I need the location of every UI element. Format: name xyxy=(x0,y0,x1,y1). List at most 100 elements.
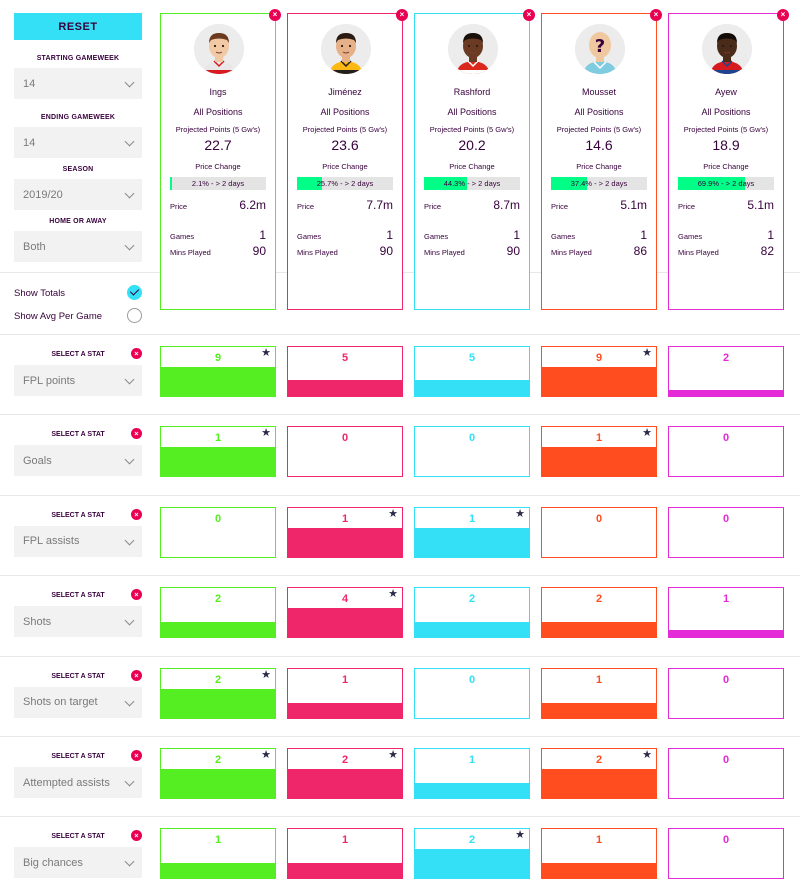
stat-bar xyxy=(542,863,656,879)
show-avg-label: Show Avg Per Game xyxy=(14,310,103,322)
mins-played-value: 90 xyxy=(506,244,520,258)
stat-box: 0 xyxy=(668,748,784,799)
home-or-away-label: HOME OR AWAY xyxy=(49,218,107,225)
stat-select-value: Goals xyxy=(23,454,52,467)
stat-select[interactable]: Shots xyxy=(14,606,142,638)
stat-box: 0 xyxy=(414,426,530,478)
stat-select[interactable]: Big chances xyxy=(14,847,142,879)
stat-value: 1 xyxy=(595,673,603,686)
player-position: All Positions xyxy=(320,107,370,117)
select-stat-label: SELECT A STAT xyxy=(51,753,105,760)
close-icon[interactable]: × xyxy=(396,9,408,21)
mins-played-value: 90 xyxy=(252,244,266,258)
show-totals-toggle[interactable]: Show Totals xyxy=(14,283,142,303)
stat-box: 1 ★ xyxy=(541,426,657,478)
chevron-down-icon xyxy=(124,776,135,787)
player-avatar xyxy=(321,24,371,74)
ending-gameweek-label: ENDING GAMEWEEK xyxy=(40,114,116,121)
stat-box: 5 xyxy=(414,346,530,397)
chevron-down-icon xyxy=(124,374,135,385)
reset-button[interactable]: RESET xyxy=(14,13,142,40)
price-change-label: Price Change xyxy=(195,162,241,171)
stat-value: 1 xyxy=(595,834,603,847)
mins-played-label: Mins Played xyxy=(551,248,592,257)
star-icon: ★ xyxy=(515,829,525,842)
close-icon[interactable]: × xyxy=(131,589,142,601)
stat-box: 1 xyxy=(541,667,657,719)
stat-value: 1 xyxy=(214,432,222,445)
stat-select[interactable]: Shots on target xyxy=(14,686,142,718)
stat-bar xyxy=(542,702,656,718)
stat-box: 1 xyxy=(287,667,403,719)
stat-select[interactable]: Attempted assists xyxy=(14,767,142,798)
close-icon[interactable]: × xyxy=(131,508,142,520)
close-icon[interactable]: × xyxy=(777,9,789,21)
select-stat-label: SELECT A STAT xyxy=(51,351,105,358)
player-position: All Positions xyxy=(193,107,243,117)
stat-bar xyxy=(161,447,275,477)
mins-played-value: 82 xyxy=(760,244,774,258)
stat-box: 0 xyxy=(668,828,784,880)
price-change-fill xyxy=(170,177,173,190)
stat-bar xyxy=(542,769,656,798)
svg-text:?: ? xyxy=(595,36,605,57)
games-label: Games xyxy=(424,232,449,241)
checkmark-icon[interactable] xyxy=(127,285,142,300)
stat-box: 5 xyxy=(287,346,403,397)
star-icon: ★ xyxy=(642,347,652,359)
home-or-away-select[interactable]: Both xyxy=(14,231,142,262)
stat-box: 2 xyxy=(541,587,657,639)
close-icon[interactable]: × xyxy=(269,9,281,21)
season-label: SEASON xyxy=(62,166,94,173)
price-change-label: Price Change xyxy=(576,162,622,171)
stat-box: 0 xyxy=(160,506,276,558)
chevron-down-icon xyxy=(124,240,135,251)
stat-select[interactable]: Goals xyxy=(14,445,142,477)
star-icon: ★ xyxy=(642,749,652,761)
stat-value: 0 xyxy=(722,834,730,847)
stat-value: 5 xyxy=(468,352,476,364)
close-icon[interactable]: × xyxy=(131,348,142,359)
stat-box: 1 xyxy=(541,828,657,880)
price-change-label: Price Change xyxy=(703,162,749,171)
season-value: 2019/20 xyxy=(23,188,63,201)
close-icon[interactable]: × xyxy=(131,830,142,842)
close-icon[interactable]: × xyxy=(131,428,142,440)
projected-points-value: 18.9 xyxy=(712,137,740,153)
radio-unchecked-icon[interactable] xyxy=(127,308,142,323)
mins-played-label: Mins Played xyxy=(424,248,465,257)
stat-select-value: Big chances xyxy=(23,856,83,869)
select-stat-label: SELECT A STAT xyxy=(51,672,105,680)
stat-value: 1 xyxy=(468,512,476,525)
starting-gameweek-select[interactable]: 14 xyxy=(14,68,142,99)
ending-gameweek-select[interactable]: 14 xyxy=(14,127,142,158)
price-change-value: 44.3% - > 2 days xyxy=(443,179,501,188)
close-icon[interactable]: × xyxy=(523,9,535,21)
season-select[interactable]: 2019/20 xyxy=(14,179,142,210)
projected-points-label: Projected Points (5 Gw's) xyxy=(683,125,769,134)
stat-value: 2 xyxy=(468,834,476,847)
stat-select[interactable]: FPL assists xyxy=(14,525,142,557)
chevron-down-icon xyxy=(124,188,135,199)
price-label: Price xyxy=(170,202,188,211)
mins-played-label: Mins Played xyxy=(170,248,211,257)
price-change-bar: 69.9% - > 2 days xyxy=(678,177,774,190)
close-icon[interactable]: × xyxy=(131,750,142,761)
stat-select[interactable]: FPL points xyxy=(14,365,142,396)
mins-played-value: 86 xyxy=(633,244,647,258)
price-change-label: Price Change xyxy=(449,162,495,171)
price-change-value: 2.1% - > 2 days xyxy=(191,179,245,188)
close-icon[interactable]: × xyxy=(131,669,142,681)
stat-box: 1 xyxy=(160,828,276,880)
stat-box: 9 ★ xyxy=(160,346,276,397)
starting-gameweek-value: 14 xyxy=(23,77,36,90)
stat-select-value: FPL assists xyxy=(23,535,80,548)
stat-bar xyxy=(288,527,402,557)
stat-value: 0 xyxy=(722,673,730,686)
show-avg-toggle[interactable]: Show Avg Per Game xyxy=(14,306,142,326)
price-change-fill xyxy=(551,177,587,190)
close-icon[interactable]: × xyxy=(650,9,662,21)
mins-played-label: Mins Played xyxy=(678,248,719,257)
price-change-value: 25.7% - > 2 days xyxy=(316,179,374,188)
price-change-fill xyxy=(678,177,746,190)
